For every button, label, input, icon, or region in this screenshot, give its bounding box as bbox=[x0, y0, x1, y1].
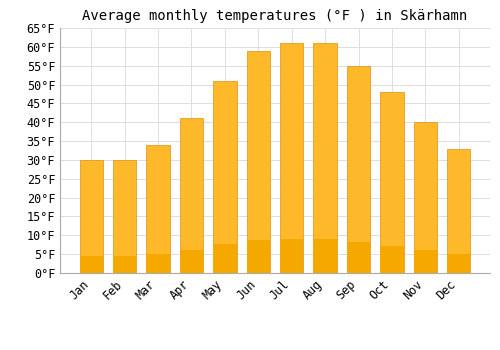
Bar bbox=[280, 238, 303, 273]
Bar bbox=[280, 43, 303, 273]
Bar bbox=[246, 51, 270, 273]
Bar bbox=[80, 256, 103, 273]
Bar bbox=[314, 43, 337, 273]
Bar bbox=[314, 238, 337, 273]
Bar bbox=[213, 81, 236, 273]
Bar bbox=[113, 256, 136, 273]
Bar bbox=[380, 246, 404, 273]
Bar bbox=[380, 92, 404, 273]
Bar bbox=[347, 242, 370, 273]
Bar bbox=[347, 66, 370, 273]
Bar bbox=[414, 250, 437, 273]
Bar bbox=[213, 244, 236, 273]
Bar bbox=[414, 122, 437, 273]
Bar bbox=[447, 149, 470, 273]
Bar bbox=[146, 145, 170, 273]
Bar bbox=[447, 254, 470, 273]
Bar bbox=[246, 240, 270, 273]
Bar bbox=[80, 160, 103, 273]
Title: Average monthly temperatures (°F ) in Skärhamn: Average monthly temperatures (°F ) in Sk… bbox=[82, 9, 468, 23]
Bar bbox=[180, 250, 203, 273]
Bar bbox=[146, 254, 170, 273]
Bar bbox=[180, 118, 203, 273]
Bar bbox=[113, 160, 136, 273]
